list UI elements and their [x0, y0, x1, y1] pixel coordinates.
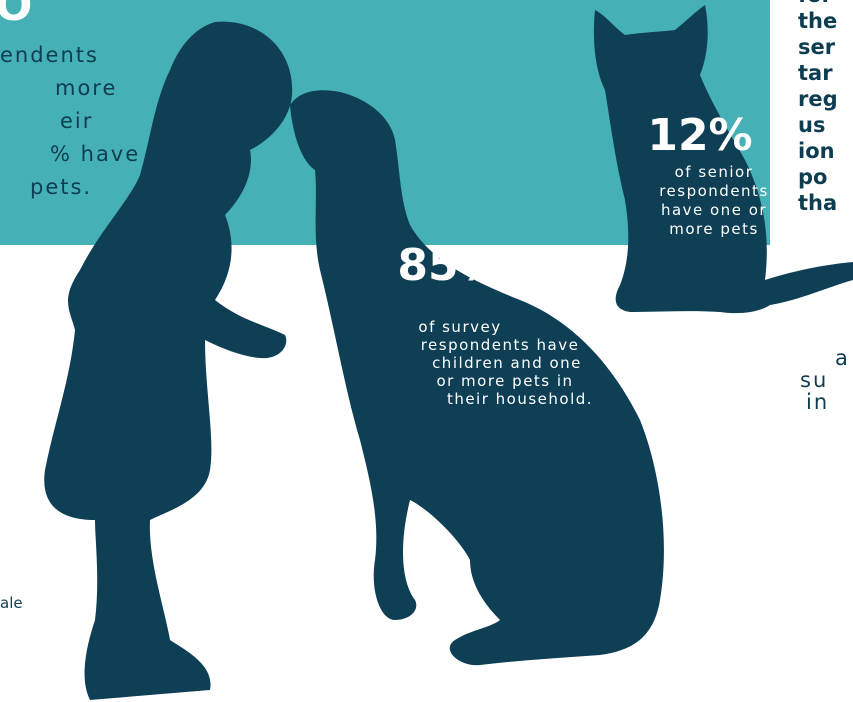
- left-line: % have: [50, 142, 140, 166]
- cat-line: more pets: [669, 220, 759, 238]
- right-line: po: [798, 165, 827, 189]
- cat-silhouette: [593, 5, 853, 314]
- left-line: eir: [60, 109, 93, 133]
- dog-line: respondents have: [421, 336, 580, 354]
- right-line: ion: [798, 139, 835, 163]
- right-line: us: [798, 113, 825, 137]
- right-line: the: [798, 9, 837, 33]
- big-number: O: [0, 0, 32, 31]
- right-line: reg: [798, 87, 838, 111]
- right-line: for: [798, 0, 833, 7]
- dog-silhouette: [290, 90, 664, 666]
- right-lower-line: su: [800, 368, 828, 392]
- child-silhouette: [44, 21, 293, 701]
- cat-line: have one or: [661, 201, 767, 219]
- right-line: ser: [798, 35, 836, 59]
- right-line: tha: [798, 191, 837, 215]
- cat-line: respondents: [659, 182, 769, 200]
- left-line: more: [55, 76, 117, 100]
- left-line: pets.: [30, 175, 92, 199]
- cat-line: of senior: [675, 163, 754, 181]
- dog-line: their household.: [447, 390, 593, 408]
- left-lines: endents more eir % have pets.: [0, 43, 140, 199]
- cat-number: 12%: [647, 110, 752, 161]
- dog-line: or more pets in: [436, 372, 573, 390]
- dog-line: children and one: [432, 354, 582, 372]
- left-line: endents: [0, 43, 99, 67]
- right-lower-line: a: [835, 346, 850, 370]
- right-lower-line: in: [806, 390, 829, 414]
- dog-line: of survey: [418, 318, 501, 336]
- right-line: tar: [798, 61, 833, 85]
- bottom-text: ale: [0, 594, 23, 612]
- dog-number: 85%: [397, 240, 502, 291]
